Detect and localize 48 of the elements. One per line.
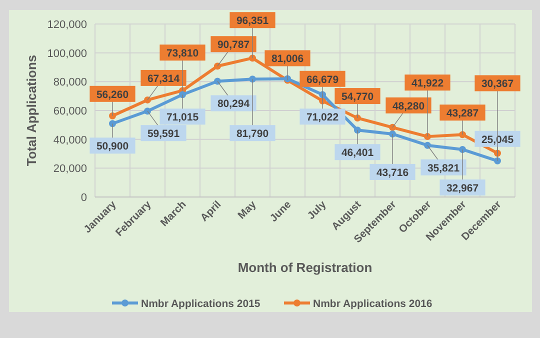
data-label: 54,770: [341, 91, 374, 104]
data-label: 80,294: [217, 98, 250, 110]
data-label: 59,591: [147, 128, 180, 140]
data-label: 90,787: [217, 39, 250, 52]
legend-label: Nmbr Applications 2015: [141, 298, 260, 310]
point: [249, 76, 256, 83]
data-label: 46,401: [341, 147, 374, 160]
point: [144, 108, 151, 115]
x-axis-title: Month of Registration: [238, 260, 372, 275]
point: [389, 124, 396, 131]
data-label: 25,045: [481, 134, 514, 146]
point: [424, 133, 431, 140]
y-tick-label: 120,000: [47, 19, 87, 31]
data-label: 66,679: [306, 74, 339, 86]
point: [354, 126, 361, 134]
legend-label: Nmbr Applications 2016: [313, 298, 432, 310]
y-tick-label: 0: [80, 192, 87, 204]
data-label: 41,922: [411, 78, 444, 90]
data-label: 73,810: [166, 48, 199, 60]
point: [214, 62, 221, 70]
y-tick-label: 80,000: [53, 76, 87, 89]
y-axis-title: Total Applications: [24, 54, 39, 166]
data-label: 67,314: [147, 72, 180, 85]
data-label: 35,821: [427, 162, 460, 174]
data-label: 43,716: [376, 166, 409, 179]
point: [354, 114, 361, 122]
y-tick-label: 60,000: [53, 106, 87, 118]
point: [459, 146, 466, 153]
data-label: 48,280: [392, 100, 425, 112]
y-tick-label: 40,000: [53, 134, 87, 146]
data-label: 50,900: [96, 140, 129, 153]
y-tick-label: 20,000: [53, 163, 87, 176]
data-label: 56,260: [96, 88, 129, 101]
y-tick-label: 100,000: [47, 48, 87, 60]
point: [249, 54, 256, 62]
point: [459, 131, 466, 138]
data-label: 71,015: [166, 112, 199, 124]
point: [214, 78, 221, 85]
data-label: 32,967: [446, 182, 479, 194]
point: [389, 130, 396, 138]
data-label: 81,790: [236, 128, 269, 140]
data-label: 43,287: [446, 108, 479, 120]
data-label: 71,022: [306, 112, 339, 124]
data-label: 96,351: [236, 15, 269, 28]
point: [424, 142, 431, 149]
data-label: 81,006: [271, 53, 304, 66]
point: [144, 96, 151, 104]
data-label: 30,367: [481, 78, 514, 90]
